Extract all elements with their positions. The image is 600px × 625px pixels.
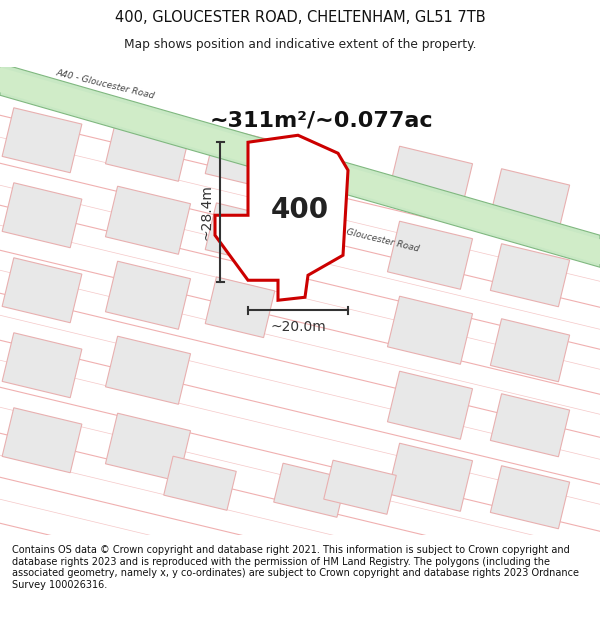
Polygon shape: [490, 244, 569, 307]
Polygon shape: [388, 371, 473, 439]
Polygon shape: [205, 203, 275, 264]
Polygon shape: [388, 296, 473, 364]
Polygon shape: [106, 186, 191, 254]
Polygon shape: [106, 413, 191, 481]
Text: ~20.0m: ~20.0m: [270, 320, 326, 334]
Polygon shape: [490, 466, 569, 529]
Polygon shape: [215, 135, 348, 300]
Polygon shape: [0, 63, 600, 268]
Polygon shape: [490, 394, 569, 457]
Polygon shape: [388, 221, 473, 289]
Text: A40 - Gloucester Road: A40 - Gloucester Road: [55, 68, 155, 101]
Polygon shape: [274, 463, 346, 518]
Polygon shape: [106, 113, 191, 181]
Polygon shape: [106, 336, 191, 404]
Polygon shape: [324, 460, 396, 514]
Text: ~311m²/~0.077ac: ~311m²/~0.077ac: [210, 110, 434, 130]
Text: ~28.4m: ~28.4m: [199, 184, 213, 240]
Polygon shape: [0, 68, 600, 264]
Polygon shape: [205, 127, 275, 188]
Polygon shape: [490, 319, 569, 382]
Text: Map shows position and indicative extent of the property.: Map shows position and indicative extent…: [124, 38, 476, 51]
Text: 400, GLOUCESTER ROAD, CHELTENHAM, GL51 7TB: 400, GLOUCESTER ROAD, CHELTENHAM, GL51 7…: [115, 10, 485, 25]
Text: 400: 400: [271, 196, 329, 224]
Text: A40: A40: [305, 219, 323, 231]
Polygon shape: [388, 443, 473, 511]
Polygon shape: [388, 146, 473, 214]
Polygon shape: [490, 169, 569, 232]
Polygon shape: [205, 277, 275, 338]
Polygon shape: [2, 408, 82, 472]
Polygon shape: [2, 182, 82, 248]
Polygon shape: [106, 261, 191, 329]
Polygon shape: [2, 332, 82, 398]
Text: A40 - Gloucester Road: A40 - Gloucester Road: [320, 221, 421, 254]
Polygon shape: [2, 107, 82, 172]
Polygon shape: [164, 456, 236, 510]
Polygon shape: [2, 258, 82, 322]
Text: Contains OS data © Crown copyright and database right 2021. This information is : Contains OS data © Crown copyright and d…: [12, 545, 579, 590]
